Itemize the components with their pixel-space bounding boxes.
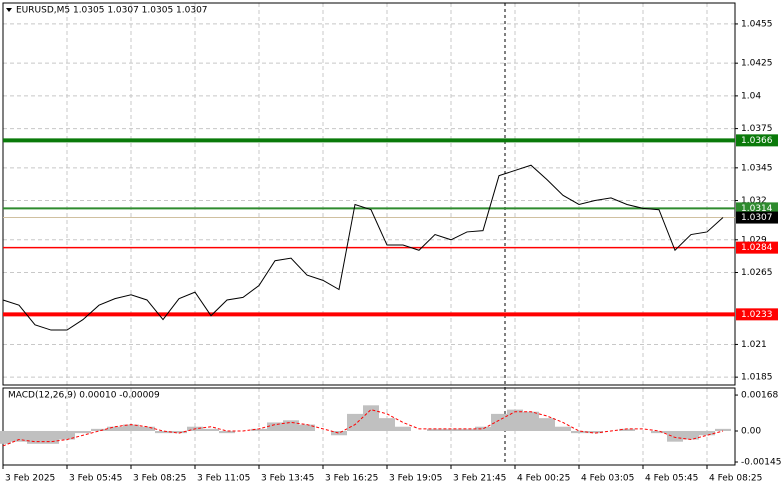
macd-bar — [331, 430, 347, 436]
y-tick-label: 1.021 — [741, 340, 767, 350]
x-tick-label: 3 Feb 13:45 — [261, 474, 314, 484]
macd-bar — [507, 409, 523, 431]
macd-bar — [0, 430, 11, 444]
level-label: 1.0307 — [741, 213, 773, 223]
macd-bar — [715, 428, 731, 431]
level-label-box — [736, 202, 778, 215]
y-tick-label: 1.0345 — [741, 163, 773, 173]
macd-bar — [139, 426, 155, 431]
macd-bar — [475, 426, 491, 431]
level-label-box — [736, 241, 778, 254]
macd-bar — [91, 428, 107, 431]
level-label: 1.0284 — [741, 243, 773, 253]
x-tick-label: 3 Feb 16:25 — [325, 474, 378, 484]
y-tick-label: 0.00 — [741, 426, 761, 436]
macd-bar — [219, 430, 235, 434]
macd-bar — [75, 430, 91, 434]
macd-bar — [459, 428, 475, 431]
macd-bar — [427, 428, 443, 431]
level-label-box — [736, 211, 778, 224]
macd-bar — [283, 420, 299, 431]
x-tick-label: 3 Feb 19:05 — [389, 474, 442, 484]
level-label-box — [736, 308, 778, 321]
y-tick-label: 1.0185 — [741, 373, 773, 383]
y-tick-label: 1.0265 — [741, 268, 773, 278]
chart-title: EURUSD,M5 1.0305 1.0307 1.0305 1.0307 — [16, 6, 208, 16]
macd-bar — [123, 424, 139, 431]
macd-bar — [571, 430, 587, 434]
macd-bar — [491, 413, 507, 431]
level-label: 1.0366 — [741, 136, 773, 146]
macd-bar — [171, 430, 187, 434]
x-tick-label: 3 Feb 21:45 — [453, 474, 506, 484]
macd-bar — [523, 411, 539, 431]
macd-bar — [539, 418, 555, 431]
main-frame — [2, 2, 736, 386]
macd-bar — [555, 426, 571, 431]
macd-bar — [107, 426, 123, 431]
macd-bar — [27, 430, 43, 444]
macd-bar — [11, 430, 27, 442]
x-tick-label: 4 Feb 03:05 — [581, 474, 634, 484]
x-tick-label: 3 Feb 08:25 — [133, 474, 186, 484]
macd-bar — [587, 430, 603, 434]
macd-bar — [395, 426, 411, 431]
x-tick-label: 4 Feb 05:45 — [645, 474, 698, 484]
y-tick-label: 1.0455 — [741, 19, 773, 29]
y-tick-label: 1.032 — [741, 196, 767, 206]
x-tick-label: 4 Feb 00:25 — [517, 474, 570, 484]
macd-bar — [363, 405, 379, 431]
y-tick-label: 1.029 — [741, 235, 767, 245]
y-tick-label: -0.00145 — [741, 458, 781, 468]
y-tick-label: 0.00168 — [741, 391, 778, 401]
macd-bar — [267, 422, 283, 431]
macd-bar — [683, 430, 699, 440]
level-label-box — [736, 134, 778, 147]
y-tick-label: 1.0425 — [741, 59, 773, 69]
macd-bar — [667, 430, 683, 442]
macd-frame — [2, 387, 736, 466]
signal-line — [2, 409, 724, 447]
macd-bar — [43, 430, 59, 444]
macd-bar — [59, 430, 75, 440]
x-tick-label: 3 Feb 05:45 — [69, 474, 122, 484]
x-tick-label: 3 Feb 11:05 — [197, 474, 250, 484]
macd-bar — [651, 430, 667, 434]
macd-bar — [443, 428, 459, 431]
price-line — [2, 164, 724, 331]
x-tick-label: 4 Feb 08:25 — [709, 474, 762, 484]
y-tick-label: 1.04 — [741, 91, 761, 101]
macd-bar — [251, 428, 267, 431]
macd-bar — [699, 430, 715, 436]
macd-bar — [155, 430, 171, 434]
macd-bar — [619, 428, 635, 431]
grid-layer — [2, 3, 735, 465]
macd-bar — [299, 424, 315, 431]
macd-bar — [347, 413, 363, 431]
y-tick-label: 1.0375 — [741, 124, 773, 134]
level-label: 1.0233 — [741, 310, 773, 320]
macd-bar — [379, 418, 395, 431]
x-tick-label: 3 Feb 2025 — [5, 474, 55, 484]
menu-arrow[interactable] — [6, 8, 12, 12]
level-label: 1.0314 — [741, 204, 773, 214]
macd-bar — [203, 428, 219, 431]
macd-title: MACD(12,26,9) 0.00010 -0.00009 — [8, 391, 160, 401]
